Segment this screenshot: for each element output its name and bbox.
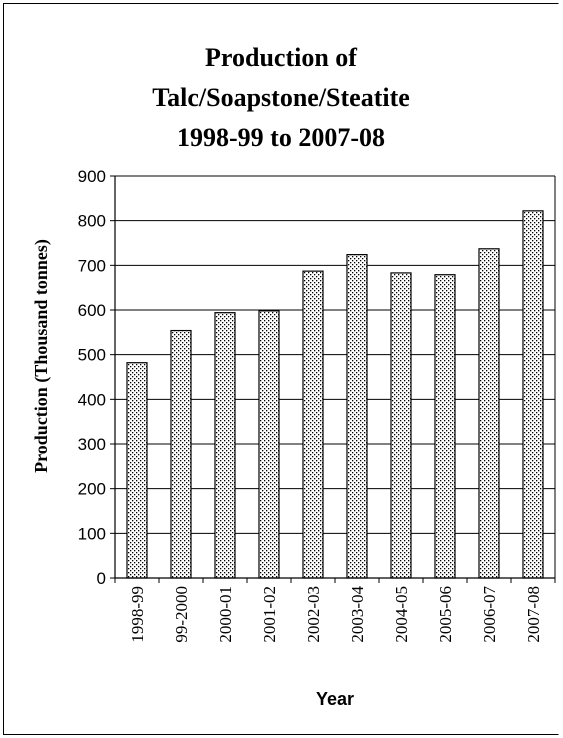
x-tick-label: 2007-08 [524, 586, 543, 643]
x-tick-label: 2004-05 [392, 586, 411, 643]
x-tick-label: 2006-07 [480, 586, 499, 643]
bar [214, 312, 236, 579]
bar [390, 272, 412, 579]
y-tick-labels: 0 100 200 300 400 500 600 700 800 900 [78, 167, 106, 588]
y-tick-label: 600 [78, 301, 106, 320]
bar [522, 210, 544, 579]
y-tick-label: 100 [78, 524, 106, 543]
chart-frame: Production of Talc/Soapstone/Steatite 19… [3, 3, 559, 735]
y-axis-title: Production (Thousand tonnes) [31, 239, 52, 473]
bar [302, 270, 324, 579]
y-tick-label: 200 [78, 480, 106, 499]
x-tick-label: 2005-06 [436, 586, 455, 643]
y-tick-label: 900 [78, 167, 106, 186]
bar [346, 254, 368, 579]
x-tick-label: 1998-99 [128, 586, 147, 643]
x-tick-label: 2003-04 [348, 586, 367, 643]
chart-title-line-2: Talc/Soapstone/Steatite [152, 83, 410, 112]
x-tick-label: 2002-03 [304, 586, 323, 643]
y-tick-label: 800 [78, 212, 106, 231]
chart-title-line-1: Production of [205, 43, 357, 72]
y-tick-label: 400 [78, 390, 106, 409]
x-tick-label: 99-2000 [172, 586, 191, 643]
chart-title-line-3: 1998-99 to 2007-08 [177, 123, 385, 152]
bars [126, 210, 544, 579]
y-tick-label: 300 [78, 435, 106, 454]
bar [170, 329, 192, 579]
y-tick-label: 700 [78, 256, 106, 275]
axes [110, 175, 556, 583]
x-axis-title: Year [316, 689, 354, 709]
x-tick-labels: 1998-99 99-2000 2000-01 2001-02 2002-03 2003-… [128, 586, 543, 643]
chart-title: Production of Talc/Soapstone/Steatite 19… [4, 38, 558, 158]
bar [478, 248, 500, 579]
bar [258, 310, 280, 579]
x-tick-label: 2001-02 [260, 586, 279, 643]
bar [434, 274, 456, 579]
y-tick-label: 0 [97, 569, 106, 588]
bar [126, 362, 148, 579]
y-tick-label: 500 [78, 346, 106, 365]
x-tick-label: 2000-01 [216, 586, 235, 643]
